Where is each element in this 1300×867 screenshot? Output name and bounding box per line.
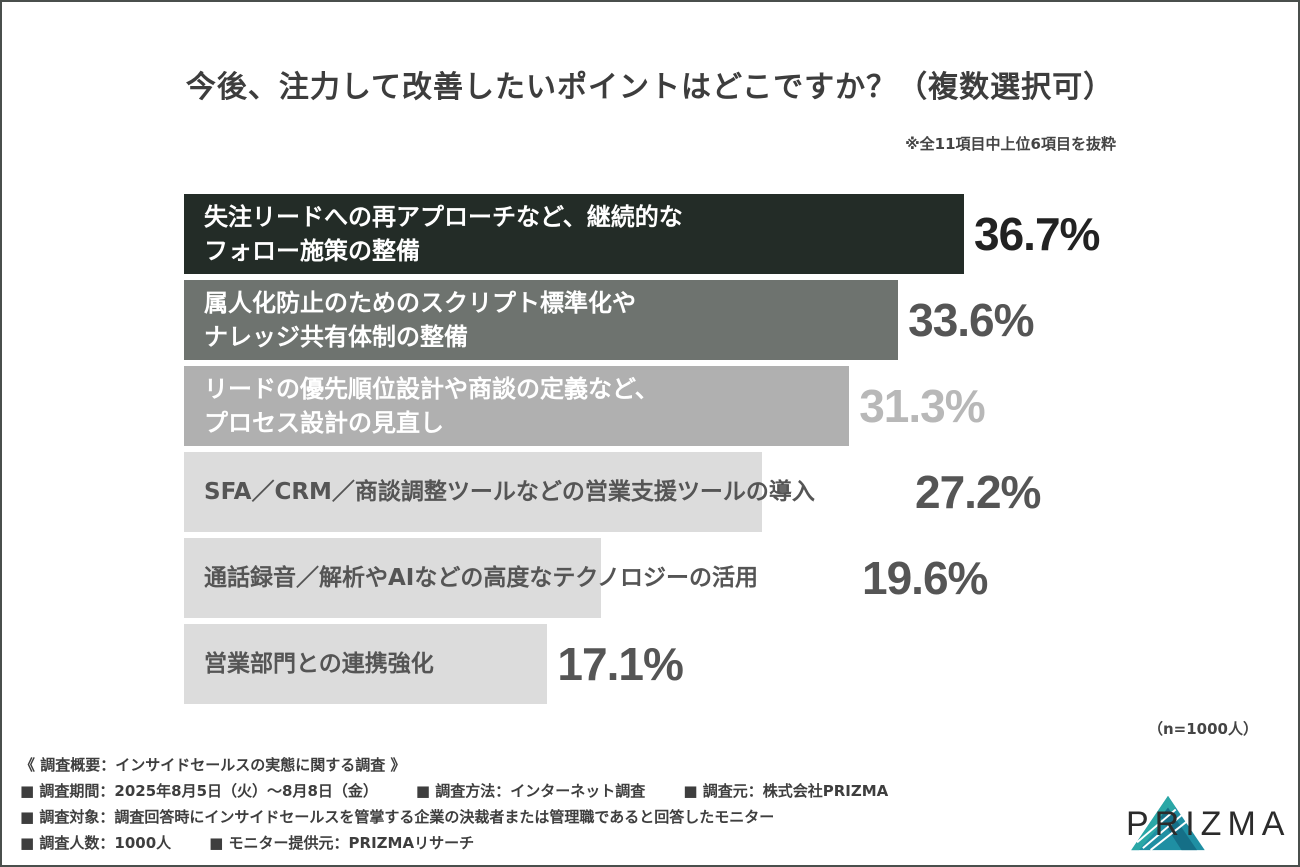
survey-method: ■ 調査方法：インターネット調査: [415, 782, 646, 800]
survey-count: ■ 調査人数：1000人: [20, 834, 172, 852]
bar-label: リードの優先順位設計や商談の定義など、 プロセス設計の見直し: [204, 375, 659, 437]
bar-label: SFA／CRM／商談調整ツールなどの営業支援ツールの導入: [204, 479, 815, 505]
bar-value-label: 19.6%: [862, 552, 988, 604]
bar-label: 営業部門との連携強化: [204, 651, 434, 677]
bar: [184, 538, 601, 618]
survey-summary: 《 調査概要：インサイドセールスの実態に関する調査 》 ■ 調査期間：2025年…: [20, 752, 888, 856]
bar: [184, 624, 548, 704]
bar-label: 通話録音／解析やAIなどの高度なテクノロジーの活用: [204, 565, 758, 591]
bar-value-label: 31.3%: [859, 380, 985, 432]
bar: [184, 366, 850, 446]
survey-source: ■ 調査元：株式会社PRIZMA: [683, 782, 889, 800]
bar-value-label: 33.6%: [908, 294, 1034, 346]
survey-target: ■ 調査対象：調査回答時にインサイドセールスを管掌する企業の決裁者または管理職で…: [20, 808, 775, 826]
prizma-logo-text: PRIZMA: [1126, 805, 1291, 843]
bar-value-label: 27.2%: [915, 466, 1041, 518]
bar-label: 属人化防止のためのスクリプト標準化や ナレッジ共有体制の整備: [204, 289, 636, 351]
prism-triangle-icon: [1131, 795, 1205, 851]
bar: [184, 280, 899, 360]
bar-value-label: 17.1%: [557, 638, 683, 690]
survey-line-4: ■ 調査人数：1000人 ■ モニター提供元：PRIZMAリサーチ: [20, 830, 888, 856]
bar-chart: 失注リードへの再アプローチなど、継続的な フォロー施策の整備 36.7% 属人化防止…: [2, 2, 1298, 722]
bar-value-label: 36.7%: [974, 208, 1100, 260]
bar-label: 失注リードへの再アプローチなど、継続的な フォロー施策の整備: [204, 203, 683, 265]
survey-heading: 《 調査概要：インサイドセールスの実態に関する調査 》: [20, 756, 406, 774]
subset-note: ※全11項目中上位6項目を抜粋: [905, 135, 1116, 153]
bar: [184, 452, 763, 532]
bar: [184, 194, 964, 274]
survey-period: ■ 調査期間：2025年8月5日（火）〜8月8日（金）: [20, 782, 378, 800]
sample-size-note: （n=1000人）: [1148, 720, 1258, 738]
survey-provider: ■ モニター提供元：PRIZMAリサーチ: [209, 834, 475, 852]
survey-line-1: ■ 調査期間：2025年8月5日（火）〜8月8日（金） ■ 調査方法：インターネッ…: [20, 778, 888, 804]
chart-title: 今後、注力して改善したいポイントはどこですか？（複数選択可）: [185, 70, 1115, 105]
